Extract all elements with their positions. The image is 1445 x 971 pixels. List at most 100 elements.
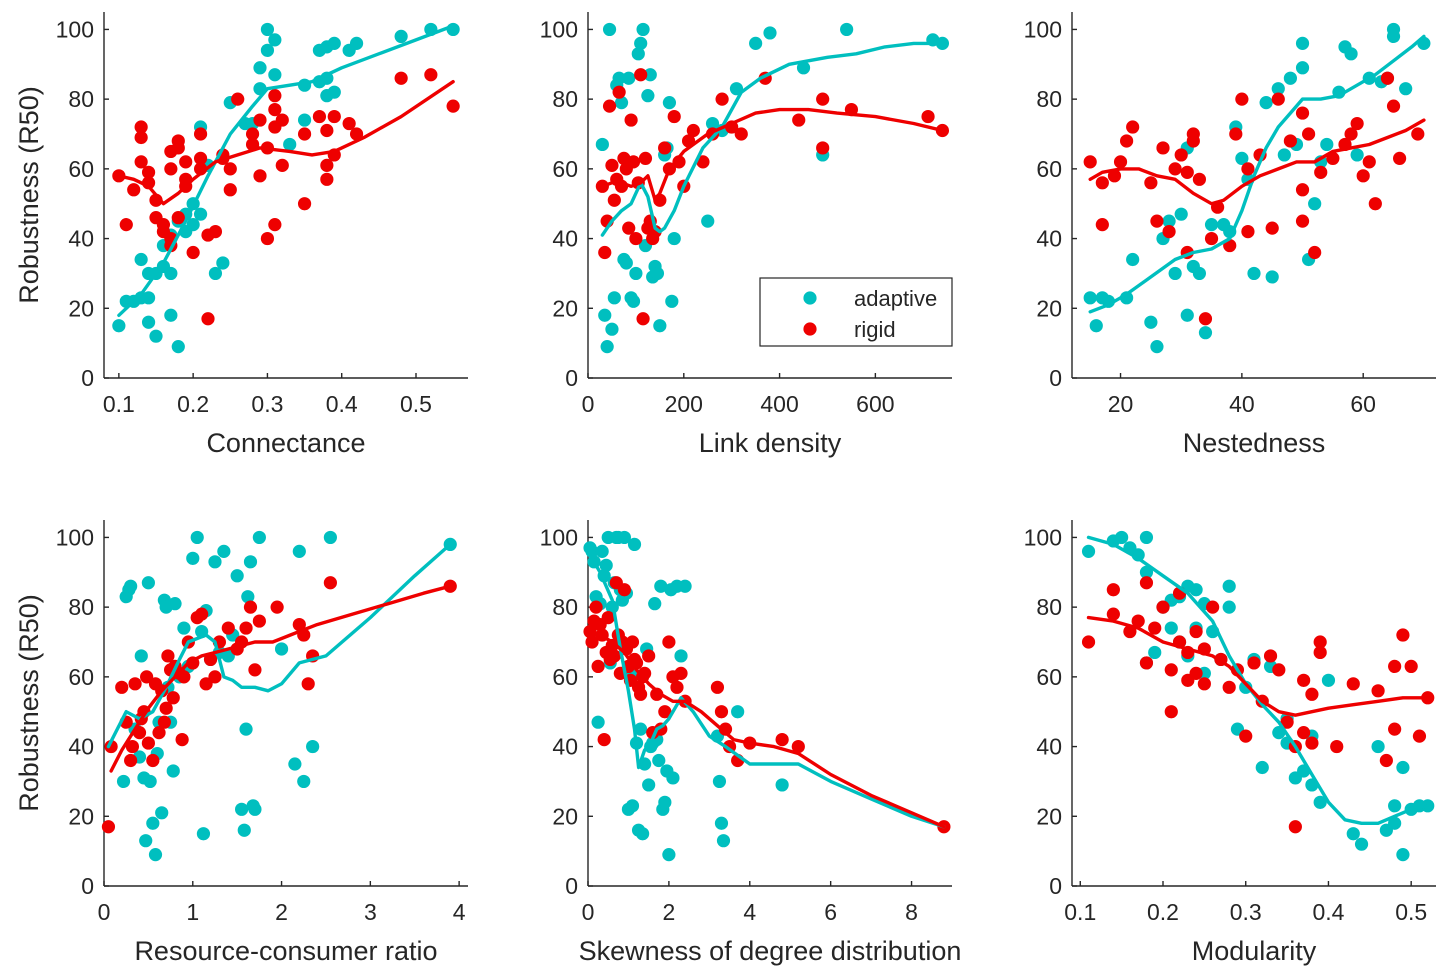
x-tick-label: 0.5 [1395, 899, 1427, 925]
adaptive-trend-line [600, 41, 945, 237]
adaptive-point [166, 764, 180, 778]
y-tick-label: 100 [1024, 524, 1062, 550]
x-tick-label: 0.2 [177, 391, 209, 417]
x-tick-label: 8 [905, 899, 918, 925]
adaptive-point [714, 816, 729, 830]
rigid-point [710, 680, 725, 694]
y-tick-label: 0 [1049, 365, 1062, 391]
rigid-point [297, 127, 312, 141]
legend-marker-rigid [803, 322, 817, 336]
rigid-point [1265, 221, 1279, 235]
adaptive-trend-line [588, 553, 946, 829]
rigid-point [1412, 729, 1427, 743]
rigid-point [104, 739, 118, 754]
adaptive-point [1271, 82, 1285, 96]
rigid-point [1180, 165, 1194, 179]
rigid-point [157, 715, 171, 729]
series-rigid [1081, 576, 1435, 834]
adaptive-point [602, 22, 617, 37]
rigid-point [1350, 116, 1364, 131]
adaptive-point [775, 778, 789, 792]
adaptive-point [193, 207, 208, 221]
y-tick-label: 100 [1024, 16, 1062, 42]
adaptive-point [288, 757, 302, 771]
adaptive-point [636, 22, 650, 37]
rigid-point [243, 600, 258, 614]
rigid-point [638, 151, 653, 165]
rigid-point [171, 211, 185, 225]
rigid-point [589, 600, 603, 614]
rigid-point [1139, 576, 1154, 590]
adaptive-point [612, 71, 626, 85]
x-tick-label: 0 [582, 391, 595, 417]
rigid-point [1222, 680, 1236, 694]
x-axis-label: Resource-consumer ratio [134, 936, 437, 966]
rigid-point [625, 635, 640, 649]
rigid-point [1308, 245, 1322, 260]
chart-panel-2: 0 20 40 60 80 100 0 200 400 600 Link density adapti… [540, 12, 953, 458]
rigid-point [605, 638, 619, 653]
rigid-point [658, 141, 672, 155]
adaptive-point [1139, 530, 1154, 545]
adaptive-point [1295, 61, 1310, 75]
adaptive-point [349, 36, 364, 50]
rigid-point [1297, 726, 1311, 740]
rigid-point [686, 123, 700, 138]
adaptive-point [731, 705, 745, 719]
rigid-point [1404, 659, 1418, 674]
adaptive-point [1321, 673, 1336, 687]
y-tick-label: 100 [540, 524, 578, 550]
rigid-trend-line [109, 584, 452, 773]
rigid-point [301, 677, 315, 691]
rigid-point [1186, 127, 1200, 141]
adaptive-point [146, 816, 160, 830]
adaptive-point [641, 89, 655, 103]
rigid-point [1313, 645, 1327, 660]
adaptive-point [591, 715, 605, 729]
y-axis-label: Robustness (R50) [14, 86, 44, 304]
adaptive-point [607, 291, 621, 305]
rigid-point [714, 705, 729, 719]
rigid-point [297, 197, 312, 211]
rigid-point [602, 99, 617, 113]
rigid-point [1314, 165, 1328, 179]
rigid-point [320, 123, 334, 138]
adaptive-point [712, 774, 727, 789]
adaptive-point [599, 558, 613, 572]
rigid-point [816, 141, 830, 155]
rigid-point [1150, 214, 1164, 228]
rigid-point [260, 231, 275, 246]
y-tick-label: 60 [1036, 156, 1062, 182]
rigid-point [292, 617, 306, 632]
y-tick-label: 100 [56, 16, 94, 42]
adaptive-point [600, 340, 614, 354]
adaptive-point [141, 315, 156, 329]
rigid-point [231, 92, 245, 106]
adaptive-point [654, 579, 668, 593]
rigid-point [1280, 715, 1294, 729]
rigid-point [424, 68, 438, 82]
rigid-point [1396, 628, 1410, 642]
rigid-point [1239, 729, 1253, 743]
rigid-point [1164, 705, 1178, 719]
adaptive-point [1144, 315, 1158, 329]
x-tick-label: 0.1 [1064, 899, 1096, 925]
rigid-point [268, 89, 282, 103]
rigid-point [1346, 677, 1360, 691]
adaptive-point [749, 36, 763, 50]
adaptive-point [186, 551, 200, 565]
adaptive-point [1277, 148, 1291, 162]
rigid-trend-line [1086, 615, 1430, 717]
rigid-point [617, 583, 632, 597]
rigid-point [650, 687, 664, 701]
rigid-point [658, 705, 672, 719]
rigid-point [696, 155, 710, 169]
adaptive-point [1164, 621, 1178, 635]
rigid-point [223, 162, 237, 176]
x-tick-label: 0.5 [400, 391, 432, 417]
rigid-point [622, 221, 636, 235]
rigid-point [270, 600, 284, 614]
rigid-point [734, 127, 748, 141]
adaptive-point [1354, 837, 1369, 851]
x-tick-label: 400 [760, 391, 798, 417]
